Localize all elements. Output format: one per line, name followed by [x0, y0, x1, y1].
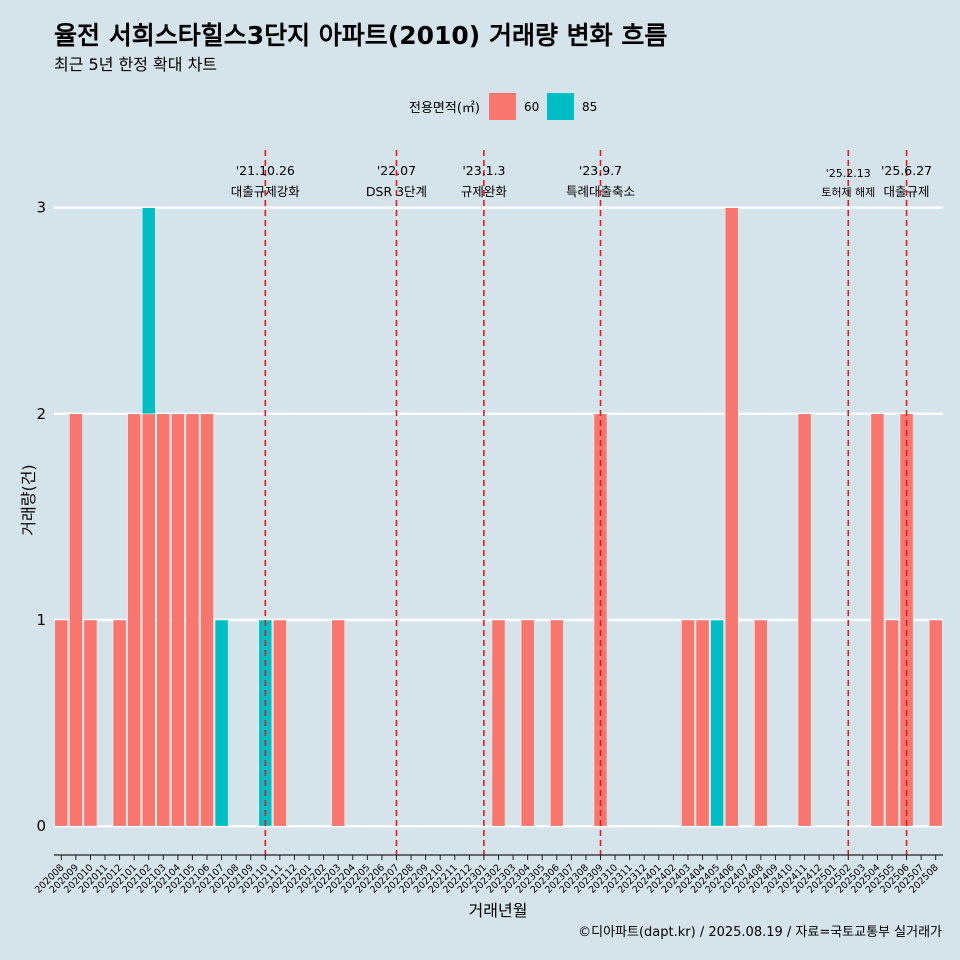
bar-202103-60 — [156, 413, 171, 827]
y-axis-title: 거래량(건) — [19, 464, 38, 535]
bar-202508-60 — [928, 619, 943, 827]
bar-202101-60 — [127, 413, 141, 827]
bar-202404-60 — [695, 619, 710, 827]
y-axis: 0 1 2 3 — [36, 199, 46, 835]
bar-202105-60 — [185, 413, 200, 827]
bar-202505-60 — [885, 619, 899, 827]
annotation-date-202110: '21.10.26 — [236, 163, 295, 178]
bar-202408-60 — [754, 619, 768, 827]
bar-202302-60 — [491, 619, 506, 827]
bar-202304-60 — [520, 619, 535, 827]
bar-202411-60 — [797, 413, 812, 827]
legend-swatch-60 — [489, 93, 516, 120]
bar-202111-60 — [273, 619, 287, 827]
legend: 전용면적(㎡) 60 85 — [409, 93, 597, 120]
bar-202106-60 — [200, 413, 214, 827]
caption: ©디아파트(dapt.kr) / 2025.08.19 / 자료=국토교통부 실… — [578, 925, 942, 940]
legend-label-85: 85 — [582, 100, 597, 114]
chart-title: 율전 서희스타힐스3단지 아파트(2010) 거래량 변화 흐름 — [54, 21, 667, 50]
legend-swatch-85 — [547, 93, 574, 120]
bar-202104-60 — [171, 413, 185, 827]
bar-202406-60 — [724, 207, 739, 827]
annotation-label-202309: 특례대출축소 — [566, 184, 635, 199]
annotation-label-202506: 대출규제 — [884, 184, 930, 199]
annotation-lines — [264, 150, 908, 855]
annotation-date-202502: '25.2.13 — [826, 167, 871, 180]
bar-202306-60 — [549, 619, 564, 827]
annotation-date-202506: '25.6.27 — [881, 163, 932, 178]
annotations: '21.10.26 대출규제강화 '22.07 DSR 3단계 '23.1.3 규제완화 '… — [231, 163, 932, 199]
annotation-label-202301: 규제완화 — [461, 184, 508, 199]
bar-202203-60 — [331, 619, 345, 827]
bar-202405-85 — [710, 619, 724, 827]
annotation-date-202309: '23.9.7 — [579, 163, 622, 178]
chart-subtitle: 최근 5년 한정 확대 차트 — [54, 55, 217, 74]
y-tick-label-3: 3 — [36, 199, 46, 217]
bar-202102-85 — [141, 207, 156, 415]
annotation-label-202502: 토허제 해제 — [821, 185, 875, 199]
bar-202010-60 — [83, 619, 98, 827]
x-axis-title: 거래년월 — [469, 901, 528, 920]
legend-title: 전용면적(㎡) — [409, 101, 480, 116]
annotation-label-202110: 대출규제강화 — [231, 184, 301, 199]
bars — [54, 207, 943, 827]
bar-202008-60 — [54, 619, 69, 827]
bar-202012-60 — [112, 619, 127, 827]
bar-202009-60 — [69, 413, 83, 827]
bar-202107-85 — [214, 619, 229, 827]
bar-202403-60 — [681, 619, 695, 827]
y-tick-label-1: 1 — [36, 611, 46, 629]
annotation-label-202207: DSR 3단계 — [366, 184, 427, 199]
y-tick-label-0: 0 — [36, 817, 46, 835]
x-axis: 2020082020092020102020112020122021012021… — [33, 854, 943, 896]
bar-202504-60 — [870, 413, 885, 827]
annotation-date-202301: '23.1.3 — [462, 163, 505, 178]
bar-202102-60 — [141, 413, 156, 827]
legend-label-60: 60 — [524, 100, 539, 114]
y-tick-label-2: 2 — [36, 405, 46, 423]
annotation-date-202207: '22.07 — [377, 163, 416, 178]
